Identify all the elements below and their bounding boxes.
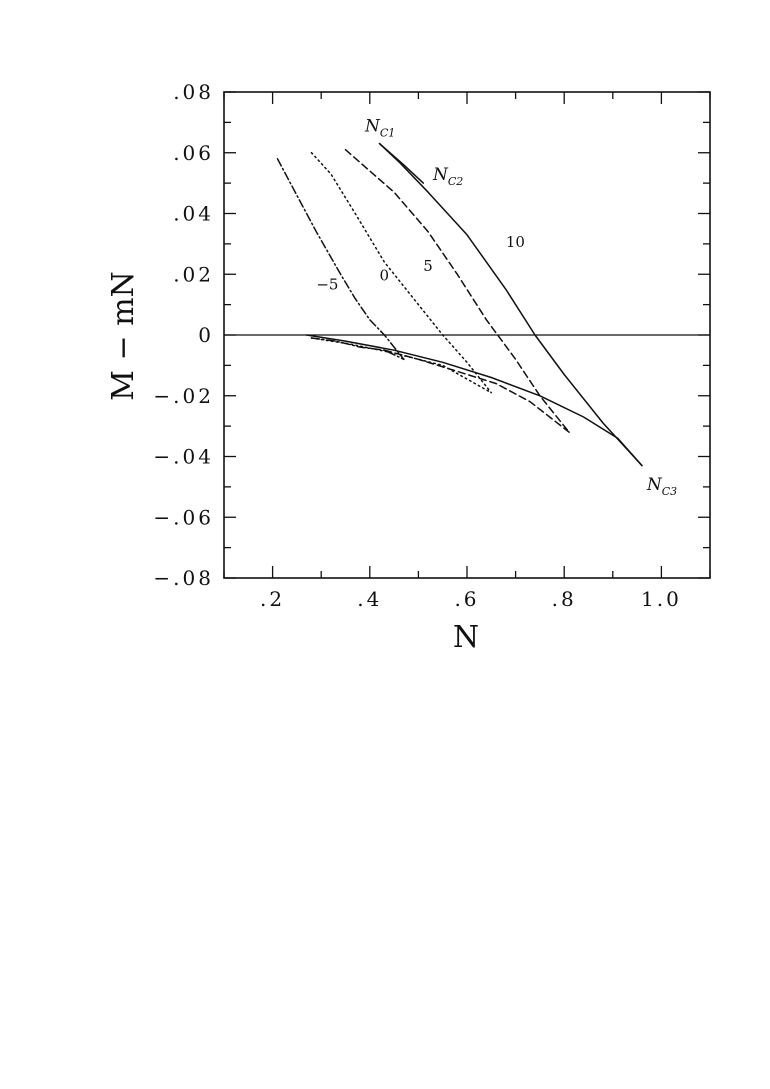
series-group	[276, 142, 643, 467]
series-lower-branch	[383, 349, 570, 433]
x-axis-title: N	[453, 620, 479, 655]
y-tick-label: −.02	[153, 384, 214, 408]
y-axis-title: M − mN	[106, 271, 141, 401]
axis-ticks: .2 .4 .6 .8 1.0 .08 .06 .04 .02 0 −.02 −.04 −.06 −.08	[153, 80, 711, 611]
x-tick-label: 1.0	[641, 587, 682, 611]
series-lower-branch	[310, 337, 405, 361]
x-tick-label: .8	[552, 587, 577, 611]
labels-group: 10 5 0 −5 NC1 NC2 NC3	[316, 116, 677, 497]
y-tick-label: .04	[173, 202, 214, 226]
series-lower-branch	[305, 334, 643, 467]
plot-frame	[223, 91, 711, 579]
series-lower-branch	[310, 337, 493, 394]
series-branch-branch	[378, 142, 425, 184]
y-tick-label: .06	[173, 141, 214, 165]
series-upper-branch	[276, 158, 405, 361]
y-tick-label: −.04	[153, 445, 214, 469]
series-upper-branch	[378, 142, 643, 467]
critical-point-label: NC3	[646, 475, 677, 498]
critical-point-label: NC1	[364, 116, 395, 139]
x-tick-label: .4	[357, 587, 382, 611]
curve-label: 10	[506, 233, 525, 251]
critical-point-label: NC2	[432, 165, 463, 188]
y-tick-label: −.08	[153, 566, 214, 590]
curve-label: 0	[380, 266, 390, 284]
y-tick-label: −.06	[153, 505, 214, 529]
curve-label: −5	[316, 275, 338, 293]
series-upper-branch	[310, 151, 493, 394]
x-tick-label: .6	[454, 587, 479, 611]
y-tick-label: .08	[173, 80, 214, 104]
series-upper-branch	[344, 148, 570, 433]
curve-label: 5	[423, 257, 433, 275]
y-tick-label: 0	[198, 323, 214, 347]
x-tick-label: .2	[260, 587, 285, 611]
y-tick-label: .02	[173, 262, 214, 286]
